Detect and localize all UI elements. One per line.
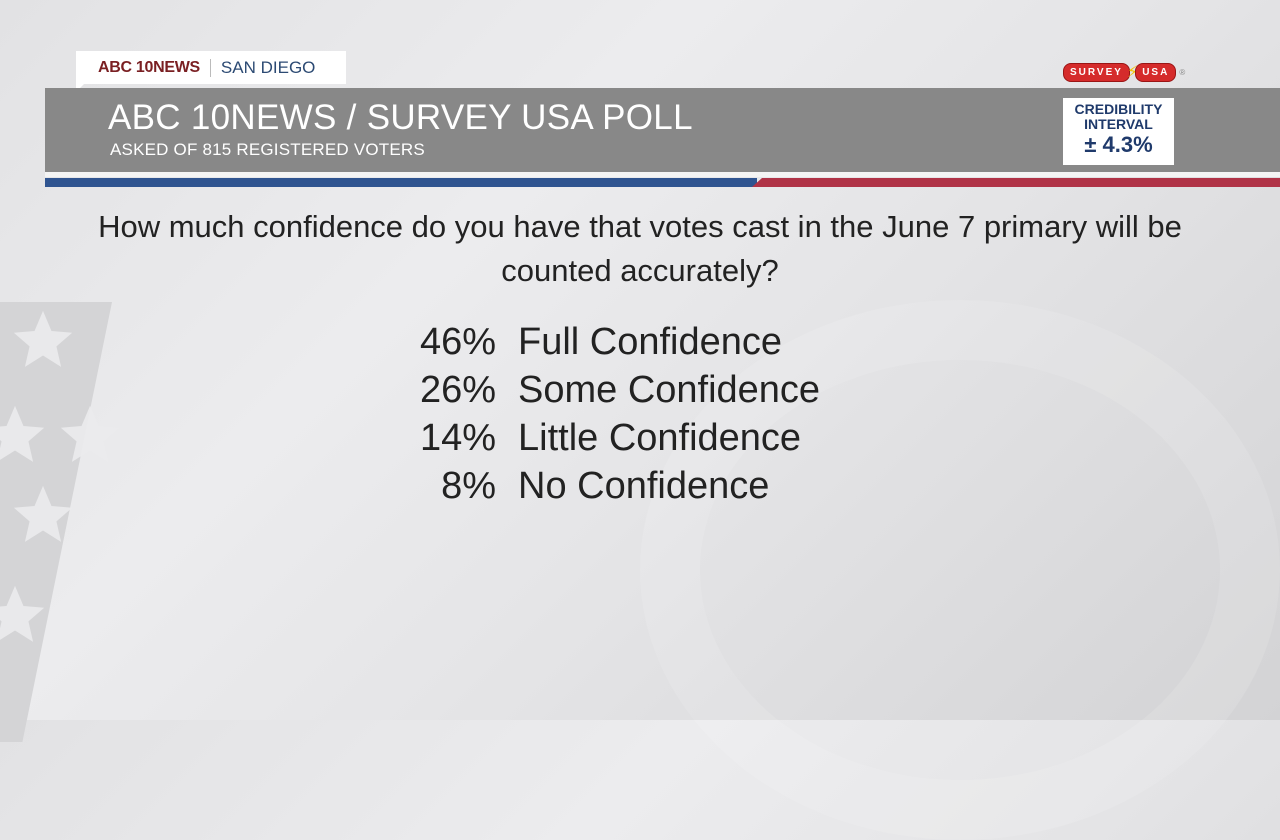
blue-stripe bbox=[45, 178, 757, 187]
station-tab: ABC 10NEWS SAN DIEGO bbox=[76, 51, 346, 84]
results-list: 46% Full Confidence 26% Some Confidence … bbox=[395, 318, 820, 510]
poll-question: How much confidence do you have that vot… bbox=[98, 209, 1182, 288]
station-city: SAN DIEGO bbox=[220, 57, 316, 77]
poll-title: ABC 10NEWS / SURVEY USA POLL bbox=[108, 98, 693, 137]
result-row: 26% Some Confidence bbox=[395, 366, 820, 414]
result-percent: 46% bbox=[419, 320, 496, 363]
result-row: 46% Full Confidence bbox=[395, 318, 820, 366]
star-icon bbox=[13, 485, 73, 542]
result-label: Little Confidence bbox=[518, 416, 802, 459]
surveyusa-logo: SURVEY ⚡ USA ® bbox=[1063, 62, 1185, 82]
star-icon bbox=[0, 405, 45, 462]
star-icon bbox=[0, 585, 45, 642]
logo-left-text: SURVEY bbox=[1063, 62, 1130, 82]
credibility-value: ± 4.3% bbox=[1084, 132, 1153, 157]
credibility-label-1: CREDIBILITY bbox=[1074, 101, 1163, 117]
red-stripe bbox=[752, 178, 1280, 187]
registered-mark: ® bbox=[1179, 67, 1186, 77]
header-divider bbox=[45, 172, 1280, 177]
divider bbox=[209, 58, 211, 77]
result-percent: 8% bbox=[441, 464, 496, 507]
result-label: No Confidence bbox=[518, 464, 770, 507]
star-icon bbox=[13, 310, 73, 367]
credibility-label-2: INTERVAL bbox=[1084, 116, 1153, 132]
poll-subtitle: ASKED OF 815 REGISTERED VOTERS bbox=[110, 140, 425, 159]
lightning-bolt-icon: ⚡ bbox=[1126, 64, 1139, 81]
station-brand: ABC 10NEWS bbox=[98, 58, 200, 76]
star-panel bbox=[0, 302, 112, 742]
result-row: 8% No Confidence bbox=[395, 462, 820, 510]
result-label: Full Confidence bbox=[518, 320, 783, 363]
result-percent: 26% bbox=[419, 368, 496, 411]
result-percent: 14% bbox=[419, 416, 496, 459]
result-label: Some Confidence bbox=[518, 368, 821, 411]
logo-right-text: USA bbox=[1135, 62, 1177, 82]
credibility-interval-box: CREDIBILITY INTERVAL ± 4.3% bbox=[1063, 98, 1174, 165]
result-row: 14% Little Confidence bbox=[395, 414, 820, 462]
star-icon bbox=[60, 405, 120, 462]
